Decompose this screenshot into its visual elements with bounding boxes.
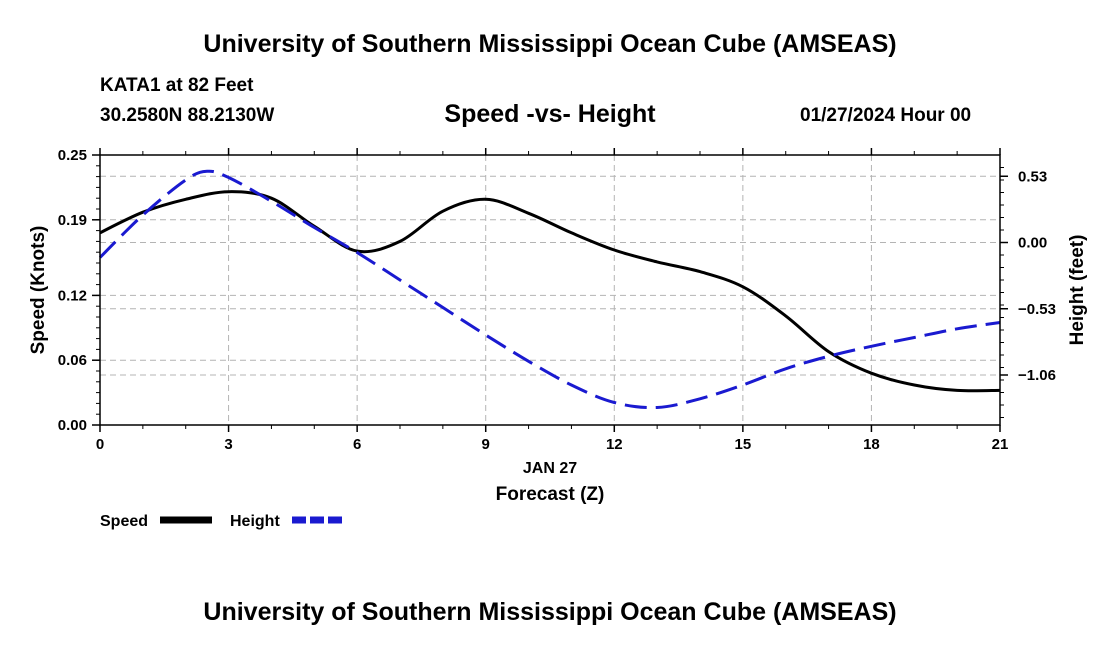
x-date-label: JAN 27 [523, 460, 577, 477]
series-lines [98, 169, 1001, 410]
x-tick-label: 15 [735, 436, 752, 453]
chart-title: Speed -vs- Height [444, 100, 656, 128]
y-left-tick-label: 0.00 [58, 417, 87, 434]
y-right-tick-label: 0.00 [1018, 235, 1047, 252]
axis-labels: 0 3 6 9 12 15 18 21 0.00 0.06 0.12 0.19 0.25 0.53 0.00… [28, 147, 1088, 505]
y-right-tick-label: 0.53 [1018, 168, 1047, 185]
page-title: University of Southern Mississippi Ocean… [203, 30, 897, 58]
grid-lines [100, 155, 1000, 425]
x-tick-label: 0 [96, 436, 104, 453]
legend: Speed Height [100, 513, 342, 530]
y-right-tick-label: −0.53 [1018, 301, 1056, 318]
y-left-tick-label: 0.25 [58, 147, 87, 164]
x-tick-label: 6 [353, 436, 361, 453]
x-axis-title: Forecast (Z) [496, 484, 605, 505]
y-left-tick-label: 0.06 [58, 352, 87, 369]
x-tick-label: 3 [224, 436, 232, 453]
legend-label-speed: Speed [100, 513, 148, 530]
x-tick-label: 12 [606, 436, 623, 453]
x-tick-label: 21 [992, 436, 1009, 453]
axis-ticks [92, 148, 1008, 432]
y-left-tick-label: 0.12 [58, 287, 87, 304]
x-tick-label: 9 [482, 436, 490, 453]
series-line-height [98, 169, 1001, 410]
x-tick-label: 18 [863, 436, 880, 453]
forecast-datetime: 01/27/2024 Hour 00 [800, 105, 972, 126]
station-coordinates: 30.2580N 88.2130W [100, 105, 275, 126]
station-label: KATA1 at 82 Feet [100, 75, 254, 96]
y-right-axis-title: Height (feet) [1067, 235, 1088, 346]
plot-frame [99, 154, 1001, 426]
y-left-tick-label: 0.19 [58, 212, 87, 229]
y-left-axis-title: Speed (Knots) [28, 226, 49, 355]
legend-label-height: Height [230, 513, 280, 530]
footer-title: University of Southern Mississippi Ocean… [203, 598, 897, 626]
series-line-speed [99, 190, 1001, 393]
y-right-tick-label: −1.06 [1018, 367, 1056, 384]
